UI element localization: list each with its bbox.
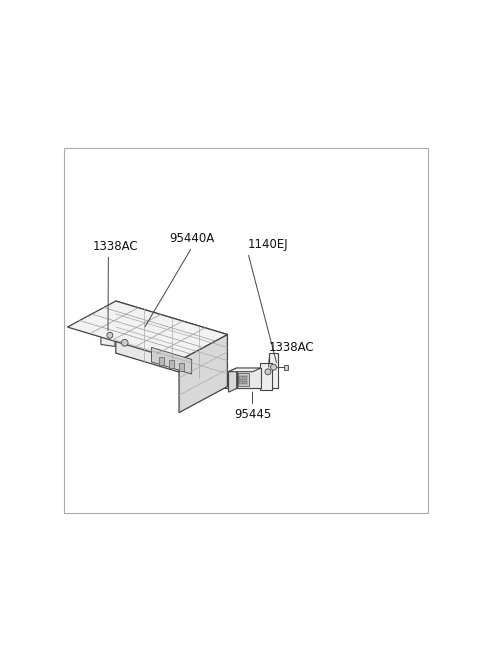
Polygon shape (238, 373, 249, 386)
Polygon shape (67, 301, 228, 360)
Polygon shape (179, 335, 228, 413)
Polygon shape (116, 301, 228, 386)
Polygon shape (152, 347, 192, 374)
Polygon shape (260, 363, 272, 390)
Polygon shape (180, 363, 184, 371)
Text: 1338AC: 1338AC (268, 341, 314, 354)
Text: 1140EJ: 1140EJ (248, 238, 288, 251)
Text: 95440A: 95440A (169, 233, 215, 245)
Polygon shape (240, 376, 243, 379)
Circle shape (271, 364, 276, 370)
Polygon shape (240, 381, 243, 384)
Polygon shape (101, 324, 115, 346)
Circle shape (107, 332, 113, 338)
Polygon shape (159, 357, 164, 365)
Polygon shape (228, 368, 261, 371)
Text: 95445: 95445 (234, 408, 271, 421)
Polygon shape (237, 368, 261, 388)
Polygon shape (284, 365, 288, 370)
Circle shape (265, 369, 271, 375)
Text: 1338AC: 1338AC (93, 240, 138, 253)
Polygon shape (244, 376, 248, 379)
Circle shape (121, 339, 128, 346)
Polygon shape (224, 378, 277, 388)
Polygon shape (244, 381, 248, 384)
Polygon shape (169, 360, 174, 368)
Polygon shape (228, 368, 237, 392)
Polygon shape (269, 353, 277, 388)
